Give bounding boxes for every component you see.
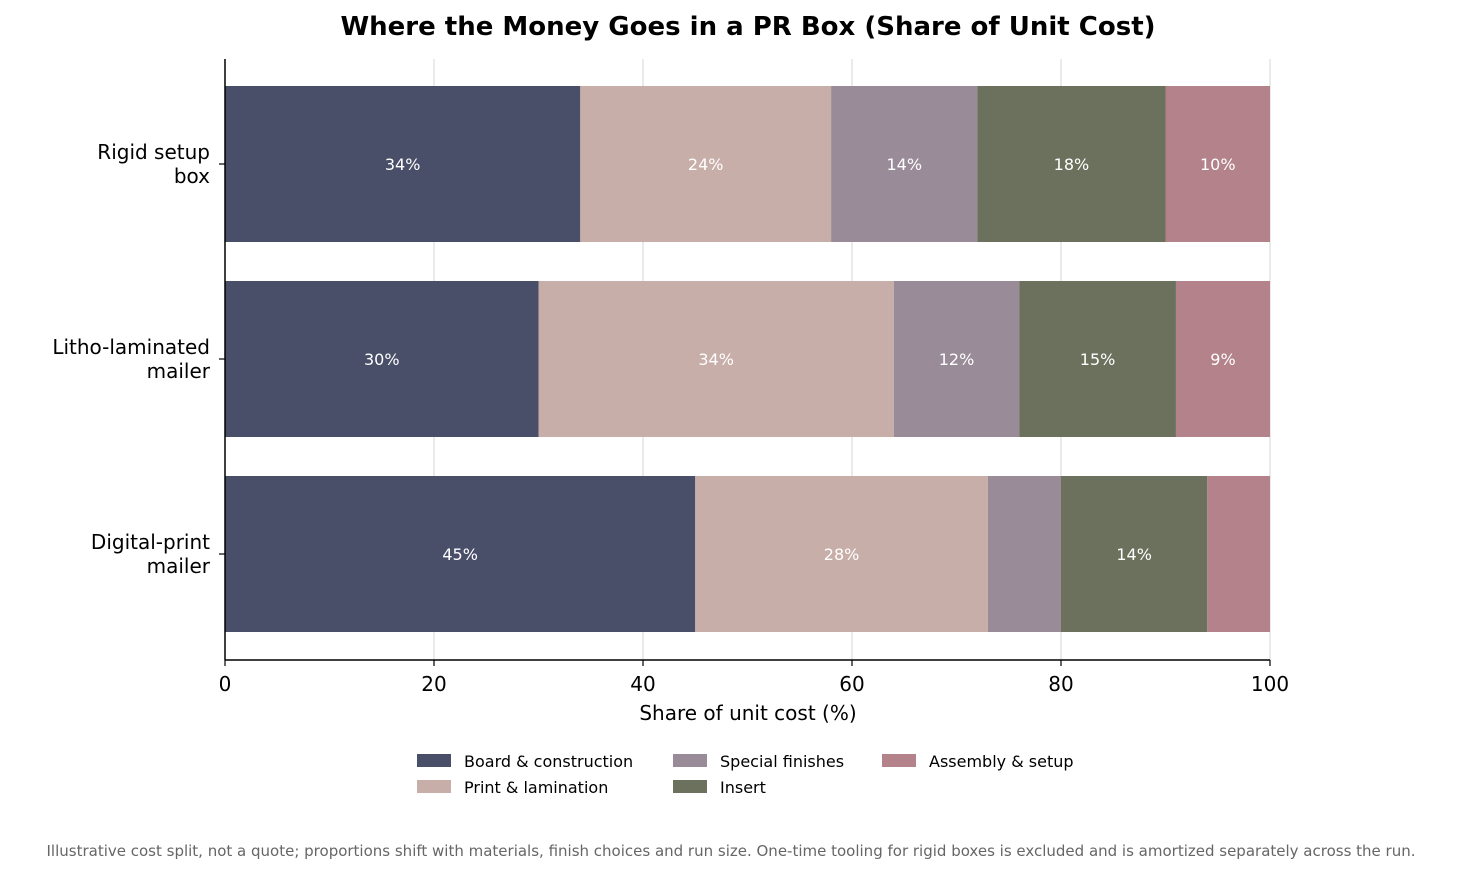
bar-segment (893, 281, 1020, 437)
legend-swatch (673, 754, 707, 767)
bar-segment (225, 476, 696, 632)
legend-swatch (417, 754, 451, 767)
chart-title: Where the Money Goes in a PR Box (Share … (340, 12, 1155, 42)
bar-value-label: 45% (442, 545, 478, 564)
legend-swatch (417, 780, 451, 793)
bar-segment (695, 476, 988, 632)
legend-swatch (882, 754, 916, 767)
bar-segment (1207, 476, 1270, 632)
legend-swatch (673, 780, 707, 793)
bar-value-label: 15% (1080, 350, 1116, 369)
bar-value-label: 12% (939, 350, 975, 369)
x-tick-label: 100 (1251, 672, 1289, 696)
legend: Board & construction Print & lamination Sp… (417, 752, 1074, 797)
bar-segment (1165, 86, 1270, 242)
bar-segment (1061, 476, 1208, 632)
x-tick-label: 80 (1048, 672, 1073, 696)
bar-value-label: 14% (1116, 545, 1152, 564)
bar-value-label: 24% (688, 155, 724, 174)
bar-segment (225, 86, 581, 242)
legend-label: Board & construction (464, 752, 633, 771)
x-tick-label: 40 (630, 672, 655, 696)
legend-label: Assembly & setup (929, 752, 1074, 771)
bar-segment (977, 86, 1166, 242)
bar-value-label: 34% (698, 350, 734, 369)
bar-segment (1019, 281, 1176, 437)
x-tick-label: 20 (421, 672, 446, 696)
bar-value-label: 28% (824, 545, 860, 564)
footnote: Illustrative cost split, not a quote; pr… (47, 842, 1416, 860)
bar-segment (1175, 281, 1270, 437)
bar-segment (831, 86, 978, 242)
bar-value-label: 9% (1210, 350, 1235, 369)
legend-label: Insert (720, 778, 766, 797)
bars: 34% 24% 14% 18% 10% 30% 34% 12% 15% 9% 45% 28% 14% (225, 86, 1270, 632)
y-tick-label: Digital-print mailer (91, 530, 211, 578)
bar-segment (538, 281, 894, 437)
y-tick-label: Rigid setup box (97, 140, 210, 188)
bar-value-label: 18% (1054, 155, 1090, 174)
x-axis-label: Share of unit cost (%) (639, 701, 856, 725)
bar-segment (580, 86, 832, 242)
x-tick-label: 0 (219, 672, 232, 696)
legend-label: Print & lamination (464, 778, 608, 797)
bar-value-label: 34% (385, 155, 421, 174)
ticks: 0 20 40 60 80 100 Rigid setup box Litho-laminate… (52, 140, 1289, 696)
bar-value-label: 14% (886, 155, 922, 174)
x-tick-label: 60 (839, 672, 864, 696)
y-tick-label: Litho-laminated mailer (52, 335, 210, 383)
bar-value-label: 10% (1200, 155, 1236, 174)
legend-label: Special finishes (720, 752, 844, 771)
bar-segment (987, 476, 1061, 632)
bar-segment (225, 281, 539, 437)
bar-value-label: 30% (364, 350, 400, 369)
